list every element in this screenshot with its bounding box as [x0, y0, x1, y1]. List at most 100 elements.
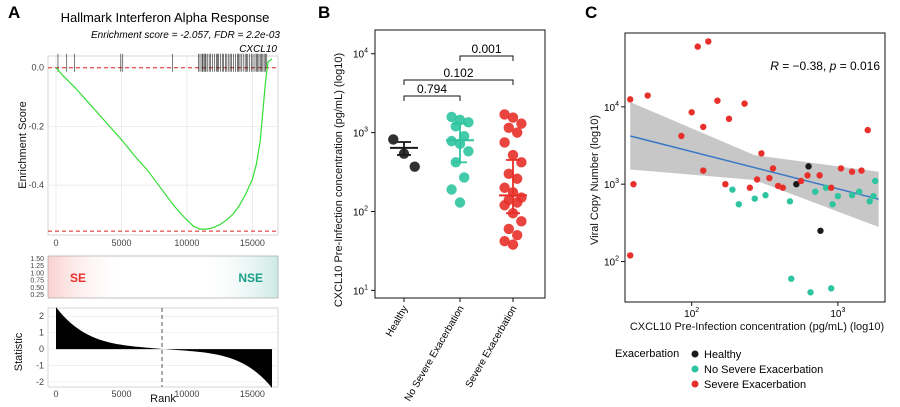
data-point — [758, 150, 765, 157]
data-point — [630, 180, 637, 188]
heat-scale-tick: 0.50 — [30, 285, 44, 292]
data-point — [804, 172, 811, 179]
data-point — [512, 197, 523, 208]
data-point — [741, 100, 748, 107]
data-point — [807, 289, 814, 296]
enrichment-curve — [55, 58, 273, 230]
data-point — [722, 180, 729, 188]
statistic-plot: 2 1 0 -1 -2 0 5000 10000 15000 — [36, 307, 279, 399]
statistic-xtick-label: 5000 — [111, 389, 131, 399]
comparison-bracket — [459, 55, 514, 61]
data-point — [788, 275, 795, 282]
regression-line — [630, 135, 879, 200]
data-point — [507, 112, 519, 123]
data-point — [797, 177, 805, 185]
heat-scale-tick: 1.50 — [30, 256, 44, 263]
statistic-ylabel: Statistic — [13, 332, 25, 371]
data-point — [827, 184, 835, 191]
panel-a: A Hallmark Interferon Alpha Response Enr… — [8, 3, 280, 405]
data-point — [725, 115, 733, 123]
data-point — [627, 96, 634, 103]
data-point — [805, 163, 812, 170]
panel-b-ytick-label: 103 — [353, 127, 368, 140]
comparison-p-value: 0.102 — [443, 66, 473, 80]
data-point — [746, 184, 754, 191]
panel-c-xtick-label: 103 — [830, 307, 845, 320]
data-point — [499, 200, 510, 211]
data-point — [705, 38, 712, 45]
panel-a-subtitle: Enrichment score = -2.057, FDR = 2.2e-03 — [91, 30, 280, 41]
heat-scale-tick: 0.75 — [30, 278, 44, 285]
data-point — [694, 43, 701, 50]
data-point — [516, 157, 527, 168]
statistic-xtick-label: 10000 — [174, 389, 199, 399]
panel-b-ytick-label: 102 — [353, 205, 368, 218]
panel-b-ytick-label: 101 — [353, 284, 368, 297]
data-point — [516, 118, 527, 129]
correlation-annotation: R = −0.38, p = 0.016 — [770, 59, 880, 73]
data-point — [499, 182, 510, 193]
enrichment-ytick-label: -0.2 — [28, 121, 44, 131]
data-point — [507, 149, 519, 161]
data-point — [827, 285, 835, 292]
data-point — [459, 172, 470, 183]
data-point — [388, 134, 399, 145]
data-point — [644, 92, 651, 99]
heat-scale-tick: 0.25 — [30, 292, 44, 299]
panel-c-label: C — [585, 3, 597, 22]
data-point — [503, 223, 514, 235]
data-point — [872, 177, 879, 185]
panel-c-ytick-label: 103 — [604, 178, 619, 191]
statistic-xtick-label: 15000 — [240, 389, 265, 399]
data-point — [507, 239, 519, 250]
panel-a-gene-label: CXCL10 — [239, 44, 277, 55]
data-point — [512, 173, 523, 184]
comparison-p-value: 0.794 — [417, 82, 447, 96]
data-point — [459, 131, 470, 142]
data-point — [454, 197, 466, 208]
data-point — [817, 227, 824, 234]
enrichment-xtick-label: 10000 — [174, 238, 199, 248]
data-point — [822, 184, 830, 191]
enrichment-ylabel: Enrichment Score — [17, 101, 29, 188]
data-point — [793, 180, 800, 188]
data-point — [856, 188, 863, 195]
data-point — [834, 192, 842, 200]
panel-c-ytick-label: 104 — [604, 101, 619, 114]
panel-c: C Viral Copy Number (log10) CXCL10 Pre-I… — [585, 3, 886, 391]
data-point — [753, 176, 761, 183]
legend-entry: No Severe Exacerbation — [704, 364, 823, 376]
data-point — [678, 132, 685, 140]
panel-c-xlabel: CXCL10 Pre-Infection concentration (pg/m… — [630, 321, 884, 333]
panel-b-xtick-label: No Severe Exacerbation — [403, 304, 467, 403]
legend-title: Exacerbation — [615, 348, 679, 360]
data-point — [627, 252, 634, 259]
statistic-xlabel: Rank — [150, 393, 176, 405]
statistic-ytick-label: -2 — [36, 377, 44, 387]
data-point — [503, 122, 514, 134]
data-point — [714, 97, 721, 104]
correlation-scatter: 102 103 102 103 104 — [604, 32, 886, 320]
statistic-ytick-label: 0 — [39, 344, 44, 354]
data-point — [786, 198, 794, 205]
data-point — [829, 201, 836, 208]
statistic-ytick-label: 2 — [39, 311, 44, 321]
legend-marker — [691, 365, 699, 373]
statistic-xtick-label: 0 — [53, 389, 58, 399]
data-point — [463, 117, 474, 128]
enrichment-xtick-label: 0 — [53, 238, 58, 248]
data-point — [812, 188, 819, 195]
data-point — [735, 201, 742, 208]
data-point — [516, 216, 527, 227]
data-point — [866, 198, 873, 205]
data-point — [499, 109, 510, 120]
data-point — [848, 192, 856, 199]
panel-b: B CXCL10 Pre-Infection concentration (pg… — [318, 3, 546, 403]
panel-b-ylabel: CXCL10 Pre-Infection concentration (pg/m… — [333, 53, 345, 307]
panel-c-ytick-label: 102 — [604, 256, 619, 269]
data-point — [499, 236, 510, 247]
legend-entry: Healthy — [704, 349, 742, 361]
data-point — [463, 146, 474, 157]
